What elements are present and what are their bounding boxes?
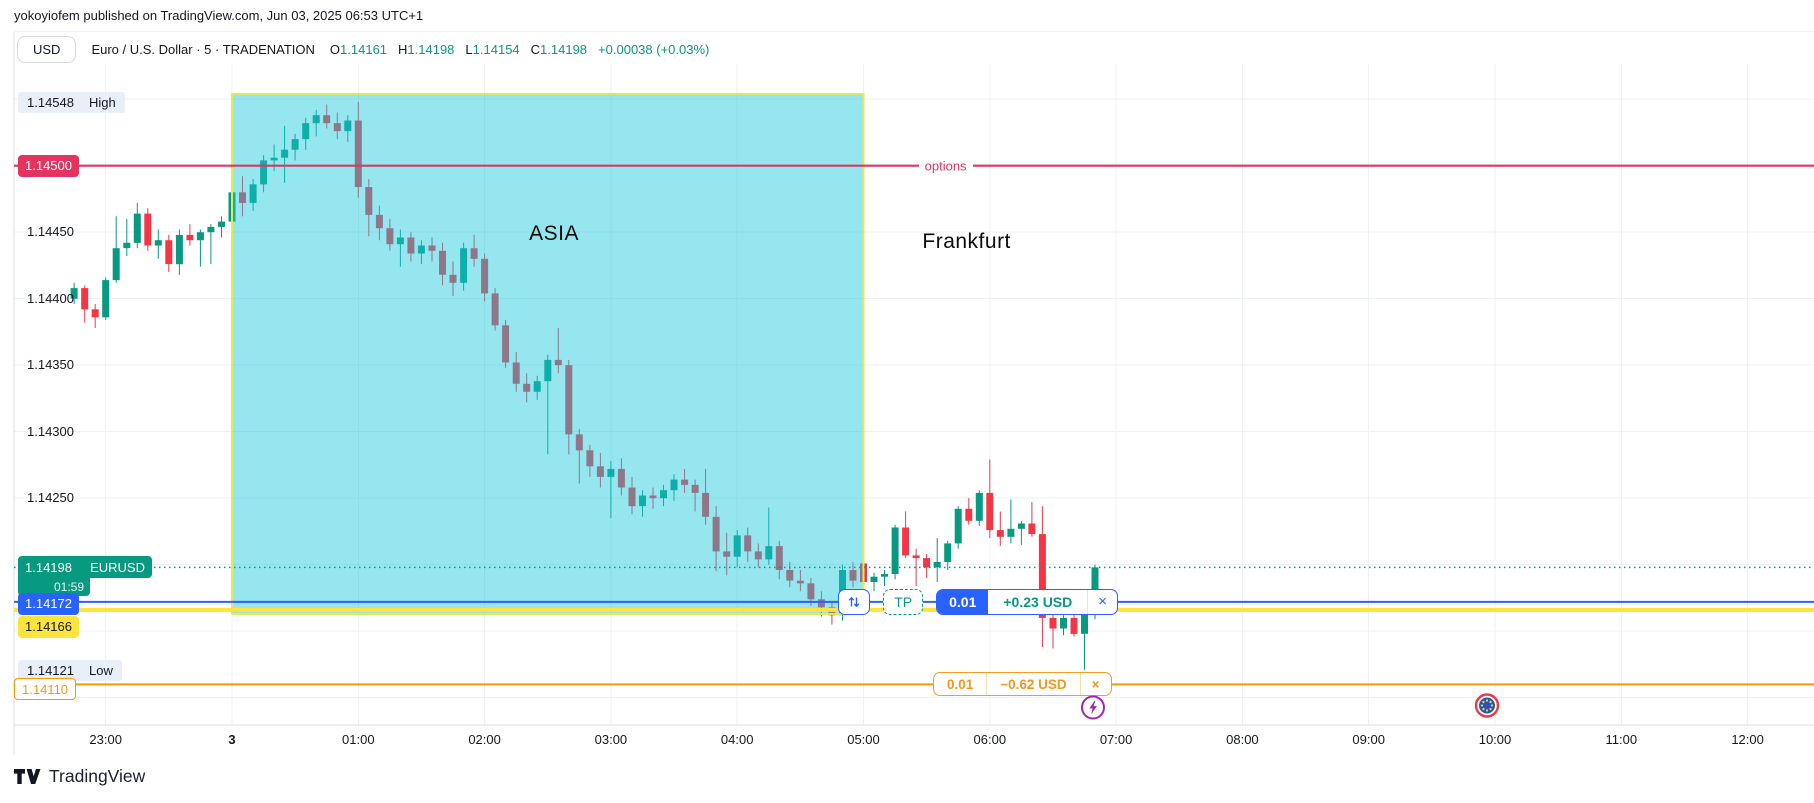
tradingview-logo-text: TradingView	[49, 766, 146, 786]
order-pnl: −0.62 USD	[986, 673, 1079, 696]
eu-flag-icon	[1474, 693, 1499, 719]
time-axis-tick[interactable]: 05:00	[847, 732, 880, 747]
low-range-value: 1.14121	[27, 662, 74, 678]
asia-session-label[interactable]: ASIA	[529, 221, 579, 245]
cancel-order-button[interactable]: ×	[1079, 673, 1111, 696]
order-price-label: 1.14110	[14, 678, 77, 701]
low-range-text: Low	[89, 662, 113, 678]
time-axis-tick[interactable]: 01:00	[342, 732, 375, 747]
position-profit: +0.23 USD	[1003, 593, 1073, 610]
symbol-title: Euro / U.S. Dollar · 5 · TRADENATION	[91, 42, 315, 57]
price-axis-tick: 1.14450	[27, 224, 74, 240]
time-axis-tick[interactable]: 06:00	[973, 732, 1007, 747]
symbol-row: USD Euro / U.S. Dollar · 5 · TRADENATION…	[17, 36, 709, 63]
price-axis-tick: 1.14250	[27, 490, 74, 506]
time-axis-tick[interactable]: 09:00	[1352, 732, 1385, 747]
reverse-position-button[interactable]	[838, 588, 871, 615]
pending-order-widget: 0.01 −0.62 USD ×	[932, 672, 1112, 697]
take-profit-widget: TP 0.01 +0.23 USD ×	[838, 588, 1119, 616]
options-line-label[interactable]: options	[918, 158, 973, 174]
price-axis-tick: 1.14300	[27, 423, 74, 439]
close-position-button[interactable]: ×	[1087, 589, 1117, 614]
header-divider	[14, 31, 1814, 32]
high-range-label: 1.14548 High	[18, 91, 125, 113]
high-range-value: 1.14548	[27, 94, 74, 110]
options-price-label: 1.14500	[18, 154, 79, 177]
time-axis-tick[interactable]: 03:00	[594, 732, 628, 747]
time-axis-tick[interactable]: 3	[228, 732, 236, 747]
attribution-text: yokoyiofem published on TradingView.com,…	[14, 8, 424, 23]
time-axis-tick[interactable]: 07:00	[1099, 732, 1133, 747]
price-axis-tick: 1.14350	[27, 357, 74, 373]
order-quantity[interactable]: 0.01	[946, 676, 974, 692]
high-label: H	[398, 42, 408, 57]
current-price-label: 1.14198 EURUSD	[18, 556, 152, 579]
time-axis-tick[interactable]: 23:00	[89, 732, 122, 747]
auto-trade-bolt-marker[interactable]	[1080, 694, 1106, 725]
low-range-label: 1.14121 Low	[18, 659, 122, 681]
price-axis-tick: 1.14400	[27, 290, 74, 306]
bar-countdown: 01:59	[18, 578, 90, 597]
lightning-icon	[1080, 695, 1105, 720]
currency-usd-button[interactable]: USD	[17, 36, 77, 63]
time-axis-tick[interactable]: 12:00	[1731, 732, 1764, 747]
position-quantity[interactable]: 0.01	[937, 589, 989, 614]
time-axis-tick[interactable]: 08:00	[1226, 732, 1259, 747]
time-axis-tick[interactable]: 10:00	[1478, 732, 1512, 747]
widget-connector	[923, 601, 937, 603]
change-value: +0.00038 (+0.03%)	[598, 42, 710, 57]
low-value: 1.14154	[472, 42, 520, 57]
time-axis-tick[interactable]: 11:00	[1605, 732, 1638, 747]
eu-economic-event-marker[interactable]	[1474, 693, 1500, 724]
take-profit-price-label: 1.14172	[18, 592, 79, 615]
low-label: L	[465, 42, 473, 57]
ohlc-values: O1.14161 H1.14198 L1.14154 C1.14198 +0.0…	[330, 42, 709, 57]
time-axis-tick[interactable]: 02:00	[468, 732, 501, 747]
position-pnl-pill: 0.01 +0.23 USD ×	[936, 588, 1119, 615]
asia-session-highlight-box[interactable]	[231, 92, 865, 615]
open-label: O	[329, 42, 341, 57]
yellow-level-price-label: 1.14166	[18, 615, 79, 638]
time-axis-tick[interactable]: 04:00	[720, 732, 754, 747]
tradingview-logo-icon	[14, 768, 41, 784]
high-value: 1.14198	[407, 42, 455, 57]
current-price-symbol-tag: EURUSD	[90, 559, 145, 575]
tradingview-logo-link[interactable]: TradingView	[13, 766, 145, 787]
tp-tag-button[interactable]: TP	[883, 588, 924, 615]
current-price-value: 1.14198	[25, 559, 72, 575]
high-range-text: High	[89, 94, 116, 110]
close-value: 1.14198	[540, 42, 588, 57]
frankfurt-session-label[interactable]: Frankfurt	[922, 229, 1011, 253]
widget-connector	[870, 601, 884, 603]
close-label: C	[530, 42, 541, 57]
reverse-arrows-icon	[848, 596, 860, 608]
open-value: 1.14161	[340, 42, 388, 57]
